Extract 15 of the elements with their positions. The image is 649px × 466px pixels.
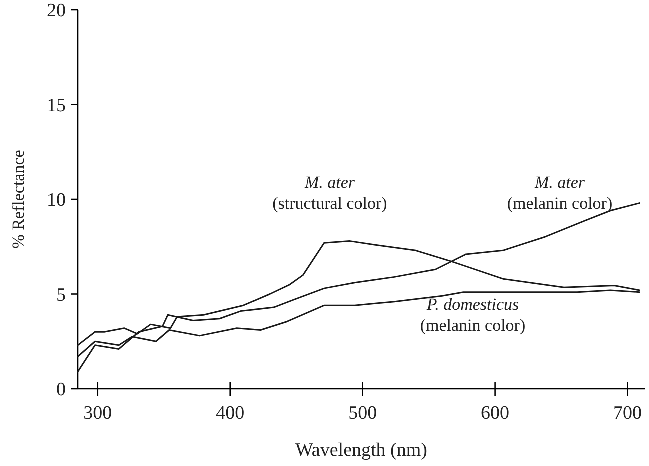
x-tick-label: 400 — [216, 403, 245, 424]
x-tick-label: 600 — [481, 403, 510, 424]
y-tick-label: 5 — [56, 284, 66, 306]
series-label: M. ater (melanin color) — [507, 172, 613, 213]
y-tick-label: 0 — [56, 380, 66, 401]
y-tick-label: 15 — [47, 95, 66, 116]
x-tick-label: 300 — [84, 403, 112, 424]
series-label: M. ater (structural color) — [272, 172, 388, 213]
x-tick-label: 700 — [614, 403, 642, 424]
x-axis-title: Wavelength (nm) — [296, 440, 428, 461]
series-label: P. domesticus (melanin color) — [420, 294, 526, 335]
y-tick-label: 20 — [47, 0, 66, 22]
x-tick-label: 500 — [348, 403, 378, 424]
y-axis-title: % Reflectance — [9, 150, 28, 249]
y-tick-label: 10 — [47, 190, 66, 212]
